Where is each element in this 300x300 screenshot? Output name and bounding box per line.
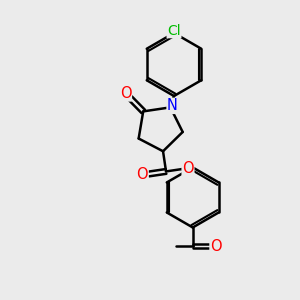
Text: O: O <box>182 161 194 176</box>
Text: Cl: Cl <box>167 24 181 38</box>
Text: N: N <box>167 98 178 113</box>
Text: O: O <box>120 86 131 101</box>
Text: O: O <box>136 167 148 182</box>
Text: O: O <box>210 238 222 253</box>
